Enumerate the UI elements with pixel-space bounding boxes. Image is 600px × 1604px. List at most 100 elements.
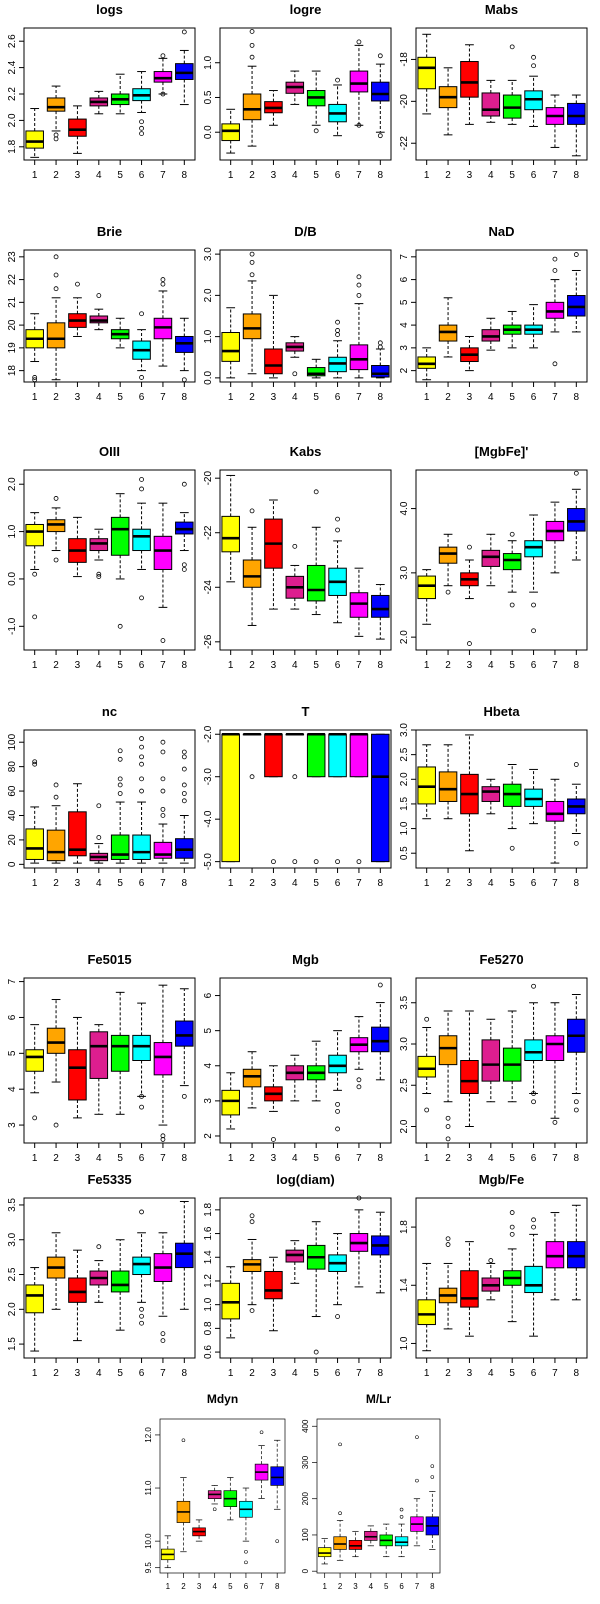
panel-title: log(diam) [276,1172,335,1187]
y-tick-label: 100 [7,733,18,750]
x-tick-label: 3 [467,878,473,889]
outlier-point [552,361,558,367]
outlier-point [160,776,166,782]
x-tick-label: 6 [335,878,341,889]
x-tick-label: 3 [467,392,473,403]
x-tick-label: 5 [117,392,123,403]
x-tick-label: 8 [574,878,580,889]
outlier-point [467,544,472,550]
x-tick-label: 1 [32,878,38,889]
panel-title: OIII [99,444,120,459]
x-tick-label: 5 [313,660,319,671]
outlier-point [139,1104,144,1110]
box-group [242,1051,262,1109]
x-tick-label: 5 [509,1368,515,1379]
y-tick-label: 0 [7,861,18,867]
outlier-point [139,125,144,131]
x-tick-label: 8 [182,170,188,181]
y-tick-label: 2.4 [7,60,18,74]
outlier-point [445,1124,451,1129]
y-tick-label: 1.5 [399,797,410,811]
y-tick-label: 2 [399,367,410,373]
x-tick-label: 1 [228,392,234,403]
iqr-box [371,733,390,863]
box-group [46,1232,66,1310]
y-tick-label: 1.8 [399,1220,410,1234]
x-tick-label: 2 [53,1153,59,1164]
box-group [502,44,522,125]
box-group [417,347,436,381]
iqr-box [221,733,240,863]
box-group [328,732,347,865]
box-group [371,1211,390,1294]
outlier-point [445,1115,451,1121]
x-tick-label: 6 [139,1153,145,1164]
outlier-point [53,136,59,142]
x-tick-label: 8 [182,1368,188,1379]
box-group [438,1236,458,1330]
outlier-point [335,1101,340,1107]
iqr-box [221,123,240,142]
y-tick-label: 3.0 [399,723,410,737]
iqr-box [524,1039,543,1061]
box-group [285,732,305,865]
plot-frame [23,729,196,869]
x-tick-label: 8 [378,878,384,889]
box-group [221,732,240,863]
iqr-box [417,56,436,90]
box-group [223,1477,238,1521]
iqr-box [567,508,586,532]
box-group [68,516,87,578]
x-tick-label: 4 [292,660,298,671]
outlier-point [53,496,59,501]
box-group [567,994,586,1113]
outlier-point [181,567,187,572]
y-tick-label: 300 [301,1455,310,1469]
plot-frame [23,469,196,651]
y-tick-label: 1.0 [7,524,18,538]
y-tick-label: 5 [203,1027,214,1033]
box-group [264,499,283,610]
y-tick-label: 1.4 [203,1250,214,1264]
panel-title: NaD [488,224,514,239]
x-tick-label: 1 [424,1368,430,1379]
x-tick-label: 4 [488,660,494,671]
box-group [417,1262,436,1352]
box-group [221,1072,240,1130]
box-group [285,336,305,377]
box-group [89,803,109,864]
outlier-point [335,319,340,325]
outlier-point [488,1258,494,1263]
x-tick-label: 8 [430,1582,435,1591]
outlier-point [249,272,255,278]
x-tick-label: 4 [292,878,298,889]
outlier-point [509,602,515,608]
iqr-box [242,313,262,340]
outlier-point [313,128,319,134]
iqr-box [417,1299,436,1326]
x-tick-label: 5 [509,392,515,403]
box-group [481,1018,501,1103]
outlier-point [139,311,144,317]
outlier-point [356,1077,362,1083]
x-tick-label: 4 [212,1582,217,1591]
outlier-point [181,29,187,35]
outlier-point [424,1016,430,1022]
x-tick-label: 8 [182,392,188,403]
box-group [567,94,586,157]
x-tick-label: 5 [228,1582,233,1591]
y-tick-label: 0.6 [203,1345,214,1359]
x-tick-label: 7 [415,1582,420,1591]
box-group [481,79,501,123]
outlier-point [160,281,166,287]
outlier-point [160,53,166,59]
iqr-box [481,92,501,117]
box-group [545,94,565,148]
x-tick-label: 6 [531,878,537,889]
x-tick-label: 2 [53,660,59,671]
plot-frame [219,729,392,869]
y-tick-label: 0.5 [203,90,214,104]
box-group [524,54,543,127]
outlier-point [181,562,187,568]
x-tick-label: 2 [445,170,451,181]
